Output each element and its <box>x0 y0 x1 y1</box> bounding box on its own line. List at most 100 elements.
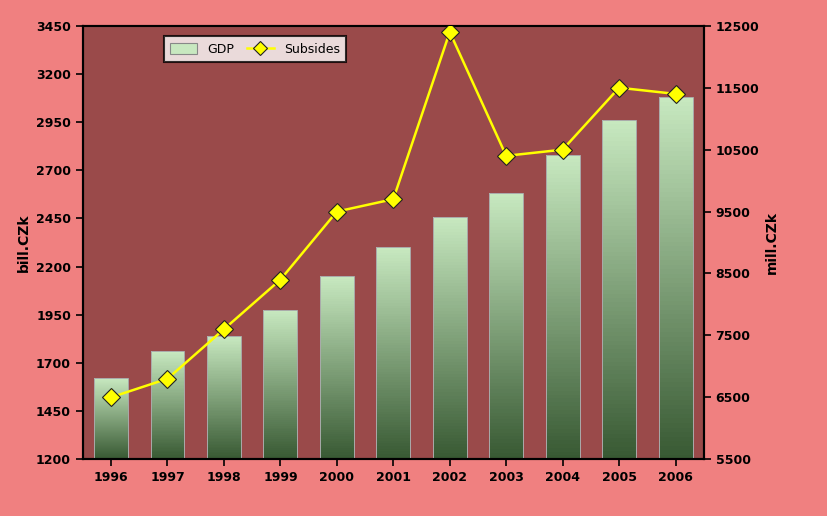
Bar <box>207 407 241 408</box>
Bar <box>489 217 523 220</box>
Bar <box>489 233 523 237</box>
Bar <box>151 392 184 393</box>
Bar <box>433 332 466 335</box>
Bar <box>433 262 466 265</box>
Bar <box>657 296 691 301</box>
Bar <box>657 396 691 400</box>
Bar <box>545 402 579 406</box>
Bar <box>263 379 297 381</box>
Bar <box>545 219 579 223</box>
Bar <box>207 379 241 381</box>
Bar <box>94 382 128 383</box>
Bar <box>376 388 409 391</box>
Bar <box>319 299 353 301</box>
Bar <box>94 400 128 401</box>
Bar <box>601 120 635 459</box>
Bar <box>263 439 297 441</box>
Bar <box>489 247 523 250</box>
Bar <box>657 255 691 260</box>
Bar <box>657 224 691 229</box>
Bar <box>545 257 579 262</box>
Bar <box>151 385 184 386</box>
Bar <box>545 246 579 250</box>
Bar <box>319 423 353 425</box>
Bar <box>207 416 241 417</box>
Bar <box>263 374 297 375</box>
Bar <box>433 229 466 232</box>
Bar <box>657 350 691 355</box>
Bar <box>489 446 523 449</box>
Bar <box>94 408 128 409</box>
Bar <box>545 182 579 185</box>
Bar <box>151 376 184 377</box>
Bar <box>207 395 241 396</box>
Bar <box>657 106 691 110</box>
Bar <box>489 240 523 243</box>
Bar <box>319 356 353 359</box>
Bar <box>433 450 466 453</box>
Bar <box>207 404 241 405</box>
Bar <box>151 351 184 353</box>
Bar <box>94 428 128 429</box>
Bar <box>94 442 128 443</box>
Bar <box>376 443 409 446</box>
Bar <box>207 358 241 359</box>
Bar <box>263 418 297 420</box>
Bar <box>376 348 409 351</box>
Bar <box>263 357 297 359</box>
Bar <box>657 324 691 328</box>
Bar <box>545 231 579 235</box>
Bar <box>151 454 184 455</box>
Bar <box>94 457 128 458</box>
Bar <box>263 390 297 392</box>
Bar <box>263 431 297 433</box>
Bar <box>433 420 466 423</box>
Bar <box>489 406 523 409</box>
Bar <box>433 314 466 317</box>
Bar <box>319 354 353 356</box>
Bar <box>263 327 297 329</box>
Bar <box>601 222 635 226</box>
Bar <box>657 278 691 283</box>
Bar <box>601 273 635 277</box>
Bar <box>433 441 466 444</box>
Bar <box>263 353 297 354</box>
Bar <box>207 424 241 425</box>
Bar <box>263 444 297 446</box>
Bar <box>319 297 353 299</box>
Bar <box>657 201 691 206</box>
Bar <box>319 320 353 322</box>
Bar <box>319 331 353 333</box>
Bar <box>657 197 691 201</box>
Bar <box>545 265 579 269</box>
Bar <box>94 429 128 430</box>
Bar <box>657 247 691 251</box>
Bar <box>94 389 128 390</box>
Bar <box>94 410 128 411</box>
Bar <box>545 379 579 383</box>
Bar <box>319 425 353 427</box>
Bar <box>376 375 409 377</box>
Bar <box>319 421 353 423</box>
Bar <box>207 425 241 427</box>
Bar <box>545 360 579 364</box>
Bar <box>319 443 353 445</box>
Bar <box>207 339 241 341</box>
Bar <box>207 368 241 370</box>
Bar <box>433 390 466 393</box>
Bar <box>601 184 635 188</box>
Bar <box>433 380 466 383</box>
Bar <box>263 396 297 398</box>
Bar <box>545 243 579 246</box>
Bar <box>151 411 184 412</box>
Bar <box>657 373 691 378</box>
Bar <box>545 311 579 315</box>
Bar <box>376 293 409 295</box>
Bar <box>263 345 297 347</box>
Bar <box>376 335 409 337</box>
Bar <box>433 453 466 456</box>
Bar <box>151 381 184 382</box>
Bar <box>263 362 297 364</box>
Bar <box>263 366 297 368</box>
Bar <box>601 192 635 197</box>
